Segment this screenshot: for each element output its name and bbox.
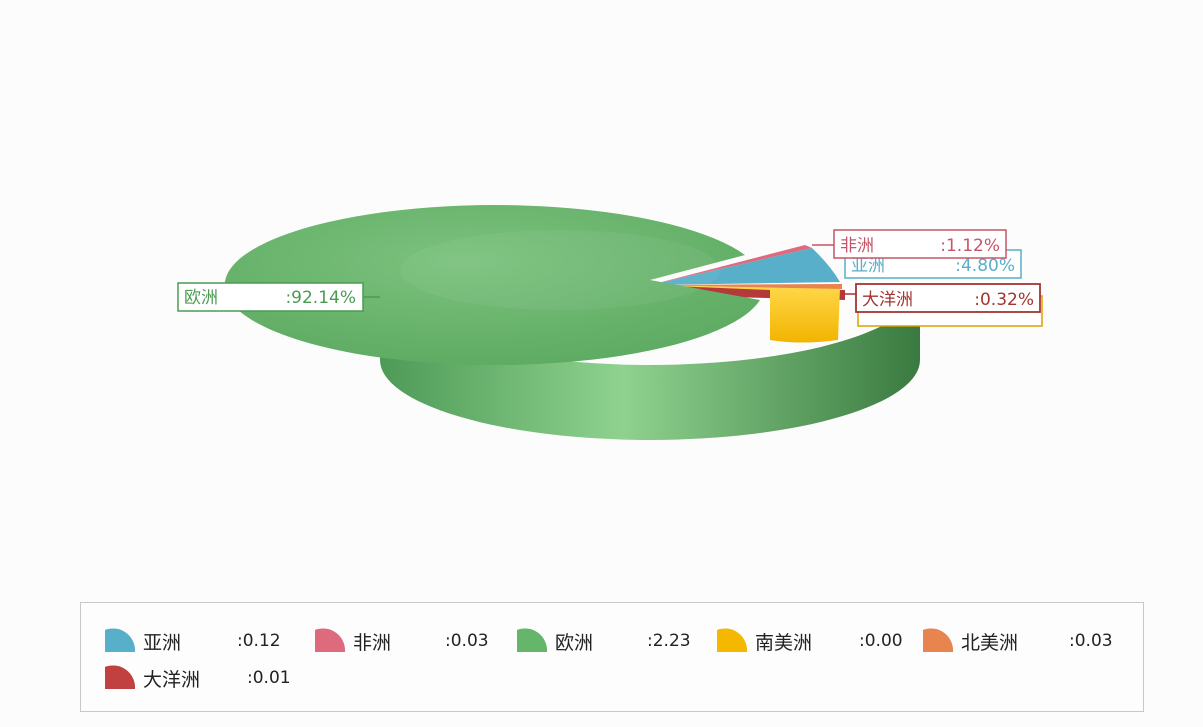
legend-label: 北美洲 (961, 631, 1019, 654)
label-africa-name: 非洲 (840, 236, 874, 256)
quarter-pie-icon (105, 665, 136, 689)
label-oceania-pct: :0.32% (974, 290, 1034, 310)
label-africa: 非洲 :1.12% (812, 229, 1007, 259)
label-europe-pct: :92.14% (285, 288, 356, 308)
quarter-pie-icon (923, 628, 954, 652)
legend-value: :0.01 (247, 668, 291, 688)
label-europe-name: 欧洲 (184, 288, 218, 308)
quarter-pie-icon (315, 628, 346, 652)
label-oceania: 大洋洲 :0.32% (842, 283, 1041, 313)
quarter-pie-icon (105, 628, 136, 652)
pie-slice-north-america (650, 284, 842, 289)
legend-item-oceania[interactable]: 大洋洲 :0.01 (103, 665, 303, 691)
legend-value: :0.03 (445, 631, 489, 651)
pie-slice-europe (224, 205, 761, 366)
label-oceania-name: 大洋洲 (862, 290, 913, 310)
quarter-pie-icon (517, 628, 548, 652)
legend-item-north-america[interactable]: 北美洲 :0.03 (921, 628, 1121, 654)
legend-item-south-america[interactable]: 南美洲 :0.00 (715, 628, 915, 654)
legend-label: 欧洲 (555, 631, 594, 654)
legend-label: 南美洲 (755, 631, 813, 654)
legend-item-africa[interactable]: 非洲 :0.03 (313, 628, 503, 654)
legend-item-asia[interactable]: 亚洲 :0.12 (103, 628, 293, 654)
legend-label: 亚洲 (143, 631, 182, 654)
label-asia-name: 亚洲 (851, 256, 885, 276)
legend-value: :2.23 (647, 631, 691, 651)
pie-top-highlight (400, 230, 720, 310)
legend-label: 非洲 (353, 631, 392, 654)
label-asia-pct: :4.80% (955, 256, 1015, 276)
legend-value: :0.12 (237, 631, 281, 651)
legend-value: :0.03 (1069, 631, 1113, 651)
pie-chart: 欧洲 :92.14% 亚洲 :4.80% 非洲 :1.12% 大洋洲 :0.32… (177, 205, 1043, 440)
pie-slice-asia (650, 248, 840, 285)
label-europe: 欧洲 :92.14% (177, 282, 380, 312)
legend-item-europe[interactable]: 欧洲 :2.23 (515, 628, 705, 654)
pie-slice-africa (650, 245, 812, 285)
pie-side (380, 285, 920, 440)
legend-label: 大洋洲 (143, 668, 201, 691)
pie-slice-south-america (650, 285, 840, 343)
label-africa-pct: :1.12% (940, 236, 1000, 256)
quarter-pie-icon (717, 628, 748, 652)
legend-value: :0.00 (859, 631, 903, 651)
legend: 亚洲 :0.12 非洲 :0.03 欧洲 :2.23 南美洲 :0.00 (80, 602, 1144, 712)
